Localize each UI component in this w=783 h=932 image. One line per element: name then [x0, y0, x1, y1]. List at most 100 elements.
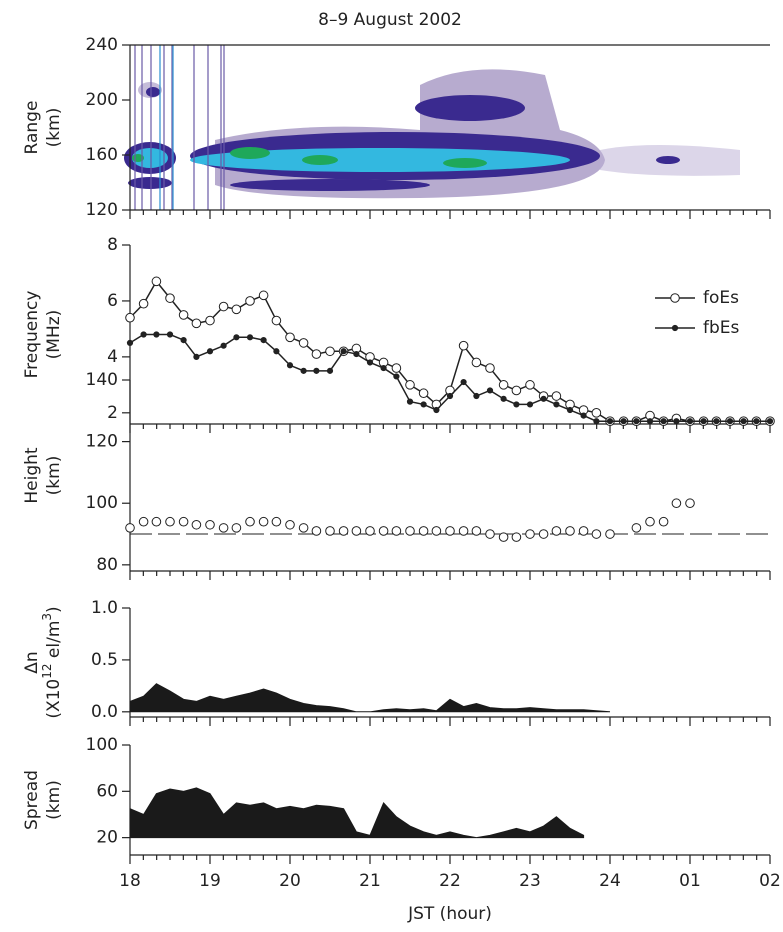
point — [325, 526, 335, 536]
series-point — [525, 380, 535, 390]
series-point — [433, 406, 440, 414]
series-point — [660, 418, 667, 425]
series-point — [740, 418, 747, 425]
series-point — [540, 395, 547, 402]
point — [258, 516, 269, 527]
x-tick-label: 24 — [599, 871, 621, 891]
series-point — [218, 301, 229, 312]
series-point — [713, 418, 720, 425]
y-tick-label: 2 — [107, 403, 118, 423]
series-point — [551, 391, 562, 401]
y-tick-label: 80 — [96, 555, 118, 575]
y-tick-label: 160 — [86, 145, 118, 165]
y-axis-label-part: 12 — [40, 663, 54, 678]
point — [391, 526, 402, 536]
point — [338, 526, 349, 536]
series-point — [178, 310, 189, 320]
series-point — [246, 334, 254, 341]
series-point — [126, 339, 134, 346]
series-point — [446, 392, 454, 400]
point — [138, 516, 149, 527]
point — [418, 526, 429, 536]
series-point — [325, 346, 335, 357]
y-axis-label: (MHz) — [44, 310, 64, 360]
y-axis-label: (X1012 el/m3) — [40, 606, 65, 718]
area — [129, 787, 585, 839]
y-tick-label: 8 — [107, 235, 118, 255]
series-point — [766, 418, 774, 425]
x-axis-label: JST (hour) — [407, 904, 492, 924]
series-point — [153, 331, 160, 338]
series-point — [485, 363, 495, 373]
point — [658, 516, 669, 527]
point — [178, 516, 189, 527]
series-point — [245, 296, 255, 306]
point — [538, 529, 549, 539]
series-point — [205, 315, 215, 326]
series-point — [726, 418, 734, 425]
point — [525, 529, 535, 539]
series-point — [286, 362, 294, 369]
y-axis-label: (km) — [44, 108, 64, 148]
point — [551, 526, 562, 536]
point — [498, 532, 509, 542]
series-point — [140, 331, 147, 338]
series-point — [513, 401, 520, 408]
y-axis-label-part: ) — [44, 606, 64, 613]
legend-label: fbEs — [703, 318, 740, 338]
series-point — [620, 418, 627, 425]
point — [485, 529, 495, 539]
point — [578, 526, 589, 536]
y-tick-label: 20 — [96, 828, 118, 848]
x-tick-label: 20 — [279, 871, 301, 891]
y-tick-label: 200 — [86, 90, 118, 110]
y-axis-label-part: 3 — [40, 613, 54, 621]
series-point — [353, 350, 360, 358]
series-point — [393, 373, 400, 380]
series-point — [606, 418, 614, 425]
point — [298, 523, 309, 533]
point — [591, 529, 602, 539]
series-point — [566, 406, 574, 414]
series-point — [458, 340, 469, 351]
series-point — [700, 418, 707, 425]
series-point — [313, 367, 320, 374]
series-point — [460, 378, 467, 386]
series-point — [471, 357, 482, 368]
series-point — [580, 412, 587, 419]
y-tick-label: 1.0 — [91, 598, 118, 618]
series-point — [380, 364, 387, 372]
point — [285, 519, 295, 530]
series-point — [271, 315, 282, 326]
series-point — [138, 298, 149, 309]
series-point — [633, 418, 640, 425]
y-axis-label: Δn — [22, 651, 42, 673]
point — [405, 526, 415, 536]
point — [311, 526, 322, 536]
series-point — [486, 387, 494, 394]
x-tick-label: 18 — [119, 871, 141, 891]
x-tick-label: 23 — [519, 871, 541, 891]
y-tick-label: 0.0 — [91, 702, 118, 722]
series-point — [165, 293, 175, 303]
series-point — [553, 401, 560, 408]
series-point — [258, 290, 269, 301]
series-point — [753, 418, 760, 425]
series-point — [418, 388, 429, 399]
range-echoes — [124, 45, 740, 210]
chart-title: 8–9 August 2002 — [318, 10, 462, 30]
point — [671, 498, 682, 509]
point — [645, 516, 655, 527]
y-tick-label: 100 — [86, 735, 118, 755]
y-axis-label: Range — [22, 101, 42, 155]
series-point — [405, 380, 415, 390]
y-tick-label: 0.5 — [91, 650, 118, 670]
y-axis-label: (km) — [44, 780, 64, 820]
point — [631, 523, 642, 533]
x-tick-label: 21 — [359, 871, 381, 891]
point — [511, 532, 522, 542]
point — [231, 523, 242, 533]
series-point — [340, 348, 347, 355]
series-point — [300, 367, 307, 374]
